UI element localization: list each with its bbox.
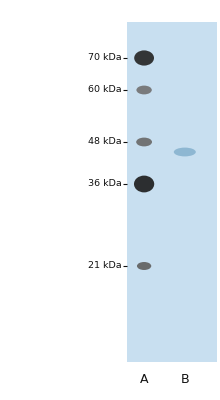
Text: B: B <box>180 373 189 386</box>
Ellipse shape <box>136 138 152 146</box>
Ellipse shape <box>137 262 151 270</box>
Text: 36 kDa: 36 kDa <box>88 180 122 188</box>
Text: 48 kDa: 48 kDa <box>88 138 122 146</box>
Text: 21 kDa: 21 kDa <box>88 262 122 270</box>
Ellipse shape <box>174 148 196 156</box>
Text: 70 kDa: 70 kDa <box>88 54 122 62</box>
Ellipse shape <box>136 86 152 94</box>
Text: A: A <box>140 373 148 386</box>
Ellipse shape <box>134 176 154 192</box>
Bar <box>126 22 217 362</box>
Text: 60 kDa: 60 kDa <box>88 86 122 94</box>
Ellipse shape <box>134 50 154 66</box>
